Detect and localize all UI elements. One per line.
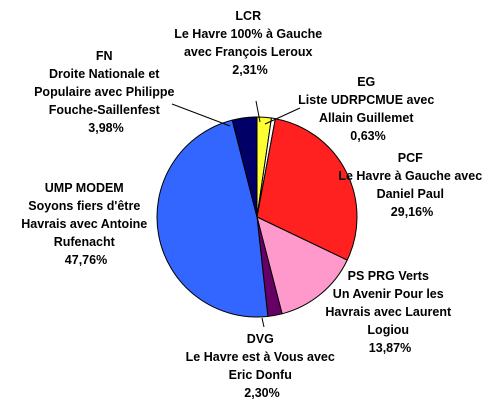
leader-line-eg: [264, 107, 301, 125]
pie-slice-ump-modem: [156, 119, 269, 318]
slice-label-ps-prg-verts: PS PRG Verts Un Avenir Pour les Havrais …: [325, 269, 454, 355]
slice-label-fn: FN Droite Nationale et Populaire avec Ph…: [34, 49, 178, 135]
pie-slices: [156, 116, 358, 318]
leader-line-fn: [171, 103, 231, 127]
pie-slice-ps-prg-verts: [256, 216, 348, 315]
slice-label-eg: EG Liste UDRPCMUE avec Allain Guillemet …: [298, 75, 438, 143]
slice-label-pcf: PCF Le Havre à Gauche avec Daniel Paul 2…: [338, 151, 485, 219]
slice-label-dvg: DVG Le Havre est à Vous avec Eric Donfu …: [186, 332, 339, 400]
slice-label-lcr: LCR Le Havre 100% à Gauche avec François…: [174, 9, 325, 77]
pie-slice-pcf: [256, 118, 358, 261]
leader-lines: [171, 100, 301, 328]
leader-line-lcr: [255, 100, 261, 123]
leader-line-dvg: [261, 317, 265, 328]
pie-slice-fn: [231, 116, 258, 218]
slice-label-ump-modem: UMP MODEM Soyons fiers d'être Havrais av…: [21, 181, 150, 267]
